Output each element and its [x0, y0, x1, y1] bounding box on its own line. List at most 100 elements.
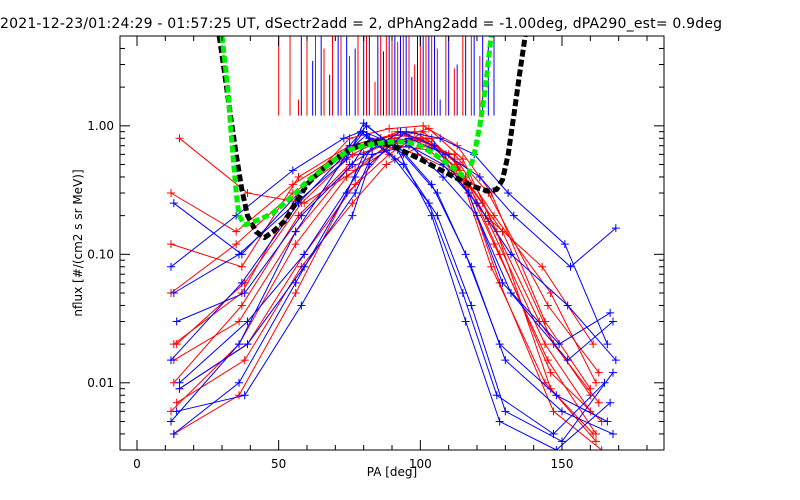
- x-tick-label: 0: [133, 457, 141, 471]
- blue-data-point: [603, 340, 612, 349]
- blue-data-point: [342, 155, 351, 164]
- red-data-point: [240, 356, 249, 365]
- red-data-point: [594, 398, 603, 407]
- blue-data-point: [552, 446, 561, 450]
- red-series-line: [173, 137, 603, 450]
- red-data-point: [538, 262, 547, 271]
- red-data-point: [237, 262, 246, 271]
- red-data-point: [458, 155, 467, 164]
- blue-data-point: [348, 211, 357, 220]
- blue-data-point: [402, 127, 411, 136]
- blue-data-point: [560, 240, 569, 249]
- blue-data-point: [297, 211, 306, 220]
- red-data-point: [167, 240, 175, 249]
- blue-data-point: [167, 417, 175, 426]
- red-data-point: [382, 160, 391, 169]
- chart-title: 2021-12-23/01:24:29 - 01:57:25 UT, dSect…: [0, 16, 723, 32]
- red-data-point: [427, 134, 436, 143]
- red-data-point: [235, 317, 243, 326]
- blue-data-point: [433, 189, 442, 198]
- blue-data-point: [288, 166, 297, 175]
- red-data-point: [167, 189, 175, 198]
- blue-data-point: [172, 317, 181, 326]
- red-data-point: [172, 398, 181, 407]
- blue-data-point: [243, 317, 252, 326]
- blue-data-point: [348, 160, 357, 169]
- blue-data-point: [240, 288, 249, 297]
- blue-series-line: [176, 131, 608, 412]
- blue-data-point: [609, 317, 617, 326]
- green-reference-curve: [219, 36, 494, 228]
- red-data-point: [597, 446, 606, 450]
- red-data-point: [419, 121, 428, 130]
- red-data-point: [237, 301, 246, 310]
- blue-data-point: [606, 308, 615, 317]
- blue-data-point: [240, 391, 249, 400]
- red-data-point: [232, 240, 241, 249]
- red-series-line: [179, 128, 597, 442]
- blue-data-point: [427, 211, 436, 220]
- x-axis-label: PA [deg]: [367, 465, 417, 479]
- red-data-point: [589, 340, 598, 349]
- blue-data-point: [498, 278, 507, 287]
- blue-data-point: [368, 150, 377, 159]
- blue-data-point: [172, 407, 181, 416]
- blue-series-line: [173, 125, 614, 435]
- blue-data-point: [467, 262, 476, 271]
- red-data-point: [232, 227, 241, 236]
- blue-data-point: [169, 199, 178, 208]
- blue-data-point: [609, 368, 617, 377]
- blue-data-point: [475, 172, 484, 181]
- red-data-point: [592, 378, 600, 387]
- red-data-point: [586, 384, 595, 393]
- blue-data-point: [362, 130, 371, 139]
- y-tick-label: 0.10: [87, 247, 114, 261]
- red-data-point: [543, 301, 552, 310]
- black-reference-curve: [216, 36, 528, 241]
- blue-data-point: [441, 150, 450, 159]
- blue-data-point: [495, 417, 504, 426]
- red-data-point: [291, 240, 300, 249]
- red-data-point: [385, 124, 394, 133]
- red-data-point: [589, 429, 598, 438]
- blue-data-point: [175, 384, 184, 393]
- red-data-point: [541, 340, 549, 349]
- red-series-line: [173, 137, 597, 435]
- red-data-point: [453, 141, 462, 150]
- blue-data-point: [552, 391, 561, 400]
- blue-data-point: [339, 134, 348, 143]
- x-tick-label: 100: [409, 457, 432, 471]
- blue-data-point: [300, 262, 309, 271]
- blue-data-point: [492, 391, 501, 400]
- red-data-point: [351, 180, 360, 189]
- blue-data-point: [507, 288, 515, 297]
- blue-data-point: [501, 356, 510, 365]
- red-data-point: [291, 288, 300, 297]
- blue-data-point: [351, 189, 360, 198]
- red-data-point: [546, 368, 555, 377]
- blue-data-point: [563, 356, 572, 365]
- blue-data-point: [600, 378, 609, 387]
- red-data-point: [549, 407, 558, 416]
- blue-data-point: [501, 407, 510, 416]
- red-data-point: [594, 368, 603, 377]
- red-data-point: [288, 180, 297, 189]
- red-data-point: [169, 340, 178, 349]
- blue-data-point: [473, 199, 481, 208]
- blue-data-point: [507, 250, 515, 259]
- blue-data-point: [297, 301, 306, 310]
- red-data-point: [546, 384, 555, 393]
- red-data-point: [492, 227, 501, 236]
- blue-data-point: [291, 227, 300, 236]
- blue-data-point: [611, 224, 620, 233]
- y-axis-label: nflux [#/(cm2 s sr MeV)]: [71, 169, 85, 316]
- blue-data-point: [467, 301, 476, 310]
- blue-data-point: [169, 429, 178, 438]
- blue-data-point: [167, 262, 175, 271]
- blue-data-point: [167, 356, 175, 365]
- red-data-point: [348, 199, 357, 208]
- red-data-point: [294, 172, 303, 181]
- blue-data-point: [603, 417, 612, 426]
- x-tick-label: 150: [551, 457, 574, 471]
